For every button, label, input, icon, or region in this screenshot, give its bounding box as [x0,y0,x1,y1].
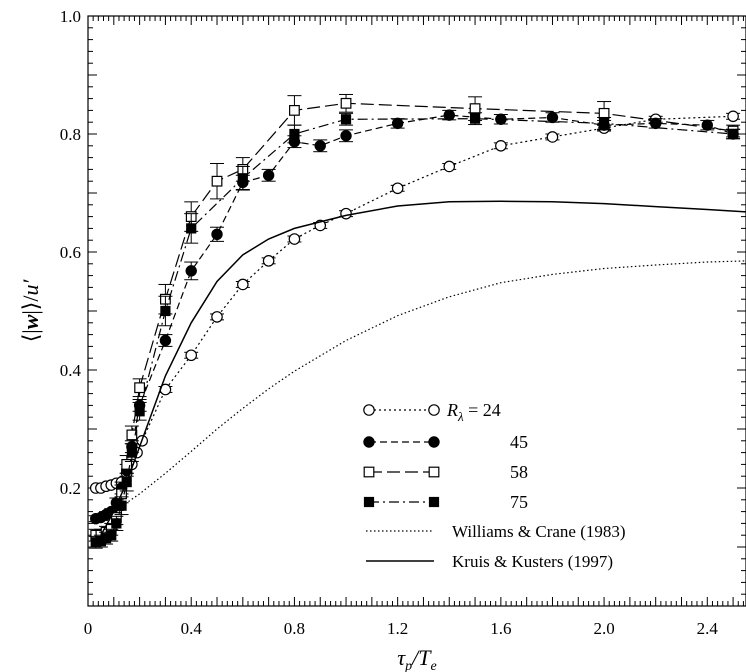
data-point [186,223,197,234]
legend-marker [363,466,375,478]
data-point [126,429,138,441]
data-point [443,109,455,121]
y-axis-label: ⟨|w|⟩/u′ [18,279,43,343]
data-point [211,311,223,323]
series-line [95,114,734,520]
data-point [340,130,352,142]
data-point [598,118,610,129]
data-point [289,128,300,140]
legend-marker [428,436,440,448]
data-point [546,111,559,124]
legend-marker [428,466,440,478]
data-point [121,459,133,470]
data-point [391,117,404,130]
x-tick-label: 0.4 [181,619,203,638]
data-point [111,518,122,529]
data-point [185,265,197,277]
series-line [95,115,734,489]
x-tick-label: 0 [84,619,93,638]
data-point [134,382,146,394]
legend-label: 75 [510,492,528,512]
data-point [701,119,713,131]
legend-marker [363,496,375,508]
series-line [100,260,746,519]
series-3 [88,112,741,549]
data-point [211,228,223,241]
data-point [340,114,352,125]
y-tick-label: 0.8 [60,125,81,144]
data-point [495,140,507,152]
legend-row-3: 75 [363,492,528,512]
data-point [546,131,559,143]
y-tick-label: 1.0 [60,7,81,26]
data-point [340,207,352,220]
x-tick-label: 1.6 [490,619,511,638]
series-layer [88,93,746,549]
x-tick-label: 2.0 [593,619,614,638]
legend-row-2: 58 [363,462,528,482]
legend-label: Kruis & Kusters (1997) [452,552,613,571]
series-line [95,118,734,543]
data-point [134,406,145,417]
data-point [106,530,117,541]
data-point [262,169,275,182]
data-point [469,103,481,115]
series-1 [88,109,741,525]
data-point [185,349,198,362]
data-point [211,175,223,187]
series-2 [88,93,741,542]
legend-label: 45 [510,432,528,452]
y-tick-label: 0.6 [60,243,81,262]
data-point [237,173,248,184]
legend-marker [363,436,375,448]
data-point [727,110,739,123]
data-point [126,447,137,458]
data-point [598,107,610,119]
x-axis-label: τp/Te [397,645,436,672]
y-tick-label: 0.2 [60,479,81,498]
data-point [262,255,275,267]
legend-row-1: 45 [363,432,528,452]
data-point [159,334,172,347]
legend-label: Williams & Crane (1983) [452,522,626,541]
series-0 [89,110,741,494]
data-point [340,97,352,109]
y-tick-label: 0.4 [60,361,82,380]
legend-row-0: Rλ = 24 [363,400,501,424]
data-point [391,182,404,195]
minor-ticks [87,15,746,607]
legend-label: 58 [510,462,528,482]
x-tick-label: 2.4 [697,619,719,638]
legend-marker [363,404,375,416]
x-tick-label: 1.2 [387,619,408,638]
data-point [469,113,481,124]
data-point [160,305,171,317]
legend-row-4: Williams & Crane (1983) [366,522,626,541]
series-5 [100,200,746,536]
data-point [237,278,249,291]
plot-frame [87,15,746,607]
legend-row-5: Kruis & Kusters (1997) [366,552,613,571]
data-point [314,140,326,152]
data-point [727,128,739,140]
x-tick-label: 0.8 [284,619,305,638]
legend-label: Rλ = 24 [446,400,501,424]
legend-marker [428,496,440,508]
legend: Rλ = 24 45 58 75 Williams & Crane (1983) Krui… [363,400,626,571]
series-line [100,200,746,536]
tick-labels: 0 0.4 0.8 1.2 1.6 2.0 2.4 0.2 0.4 0.6 0.8 1.0 [60,7,719,638]
data-point [289,104,300,116]
data-point [443,160,456,173]
series-4 [100,260,746,519]
data-point [288,233,301,245]
legend-marker [428,404,440,416]
series-line [95,102,734,536]
